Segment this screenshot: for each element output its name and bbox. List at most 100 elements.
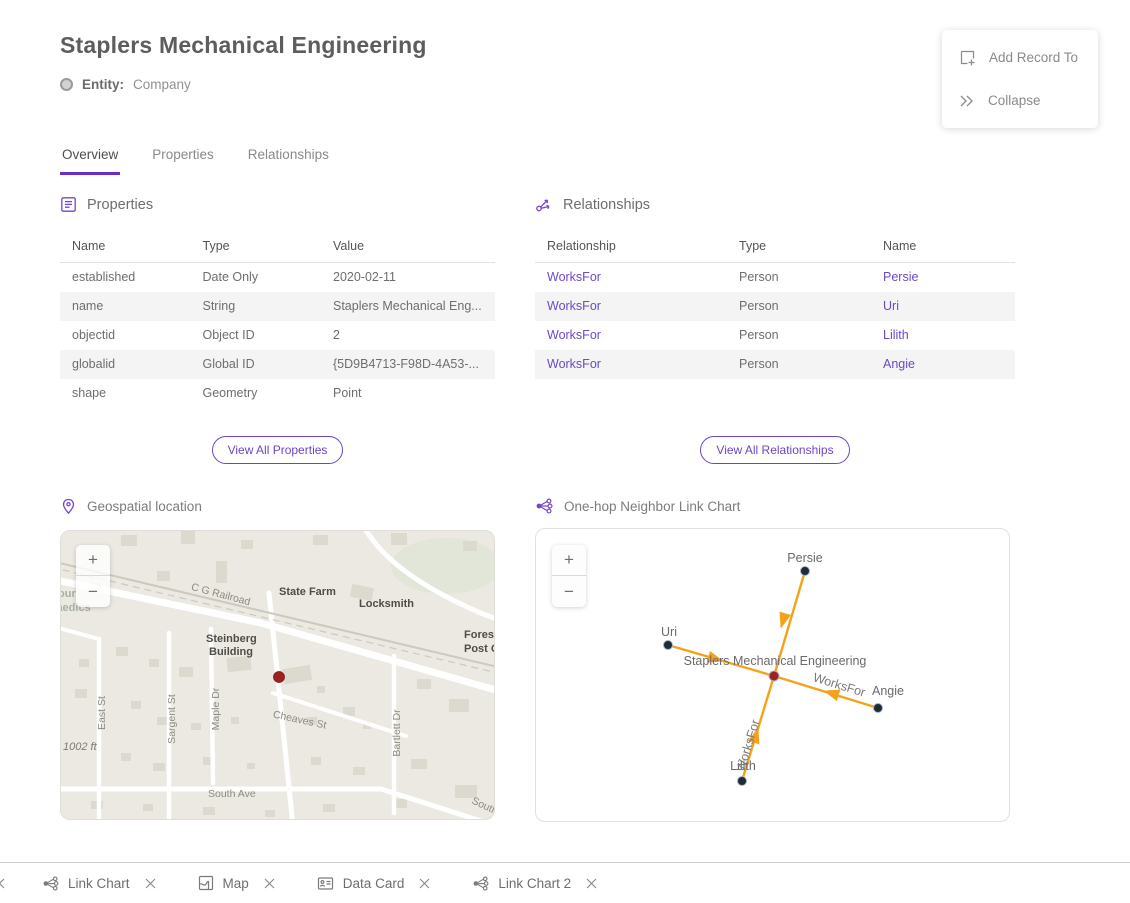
link-chart-zoom-control: + −	[552, 545, 586, 607]
view-all-relationships-button[interactable]: View All Relationships	[700, 436, 849, 464]
entity-type-value: Company	[133, 77, 191, 92]
property-type: Global ID	[191, 350, 322, 379]
table-row: WorksFor Person Persie	[535, 263, 1015, 293]
view-tab-label: Map	[223, 876, 249, 891]
zoom-in-button[interactable]: +	[76, 545, 110, 576]
node-lilith[interactable]	[738, 777, 747, 786]
geospatial-header: Geospatial location	[61, 498, 202, 515]
edge-label: WorksFor	[733, 718, 762, 774]
entity-row: Entity: Company	[60, 77, 191, 92]
relationship-link[interactable]: WorksFor	[535, 350, 727, 379]
properties-section: Properties Name Type Value established D…	[60, 196, 495, 496]
map-label: Maple Dr	[210, 687, 222, 730]
properties-table: Name Type Value established Date Only 20…	[60, 233, 495, 408]
link-chart-canvas: Persie Uri Angie Lilith Staplers Mechani…	[536, 529, 1010, 822]
table-row: established Date Only 2020-02-11	[60, 263, 495, 293]
relationships-table: Relationship Type Name WorksFor Person P…	[535, 233, 1015, 379]
context-menu: Add Record To Collapse	[942, 30, 1098, 128]
view-tab-label: Link Chart	[68, 876, 130, 891]
relationship-type: Person	[727, 263, 871, 293]
tab-properties[interactable]: Properties	[150, 145, 216, 175]
close-icon[interactable]	[145, 878, 156, 889]
view-tab-label: Link Chart 2	[498, 876, 571, 891]
view-tab-link-chart-2[interactable]: Link Chart 2	[472, 876, 597, 891]
node-angie[interactable]	[874, 704, 883, 713]
table-row: WorksFor Person Uri	[535, 292, 1015, 321]
node-label: Persie	[787, 551, 822, 565]
map-label: Post Office	[464, 643, 495, 655]
view-tab-label: Data Card	[343, 876, 405, 891]
node-label: Angie	[872, 684, 904, 698]
entity-label: Entity:	[82, 77, 124, 92]
close-icon[interactable]	[0, 876, 5, 894]
relationship-link[interactable]: WorksFor	[535, 263, 727, 293]
map-label: Locksmith	[359, 598, 414, 610]
relationship-type: Person	[727, 292, 871, 321]
view-all-properties-button[interactable]: View All Properties	[212, 436, 344, 464]
relationship-link[interactable]: WorksFor	[535, 321, 727, 350]
table-row: WorksFor Person Lilith	[535, 321, 1015, 350]
property-type: Object ID	[191, 321, 322, 350]
table-row: shape Geometry Point	[60, 379, 495, 408]
related-entity-link[interactable]: Persie	[871, 263, 1015, 293]
menu-item-label: Add Record To	[989, 50, 1078, 65]
property-value: {5D9B4713-F98D-4A53-...	[321, 350, 495, 379]
property-value: 2020-02-11	[321, 263, 495, 293]
map-label: Steinberg	[206, 633, 257, 645]
link-chart-header: One-hop Neighbor Link Chart	[535, 498, 740, 514]
map-scale-label: 1002 ft	[63, 741, 98, 753]
map-label: Bartlett Dr	[391, 709, 403, 757]
data-card-icon	[317, 876, 334, 891]
map-label: South Ave	[208, 788, 256, 800]
property-value: Staplers Mechanical Eng...	[321, 292, 495, 321]
map-view[interactable]: rbour opaedics C G Railroad State Farm L…	[60, 530, 495, 820]
view-tab-map[interactable]: Map	[198, 875, 275, 891]
related-entity-link[interactable]: Lilith	[871, 321, 1015, 350]
zoom-out-button[interactable]: −	[76, 576, 110, 607]
zoom-in-button[interactable]: +	[552, 545, 586, 576]
tab-relationships[interactable]: Relationships	[246, 145, 331, 175]
menu-item-collapse[interactable]: Collapse	[942, 79, 1098, 122]
related-entity-link[interactable]: Angie	[871, 350, 1015, 379]
column-header: Type	[191, 233, 322, 263]
node-persie[interactable]	[801, 567, 810, 576]
map-label: rbour	[61, 588, 76, 600]
close-icon[interactable]	[586, 878, 597, 889]
property-name: name	[60, 292, 191, 321]
property-name: established	[60, 263, 191, 293]
map-label: East St	[96, 696, 108, 730]
property-value: 2	[321, 321, 495, 350]
node-uri[interactable]	[664, 641, 673, 650]
column-header: Name	[871, 233, 1015, 263]
close-icon[interactable]	[419, 878, 430, 889]
relationship-link[interactable]: WorksFor	[535, 292, 727, 321]
property-name: objectid	[60, 321, 191, 350]
property-type: String	[191, 292, 322, 321]
map-pin-icon	[61, 498, 76, 515]
add-record-icon	[959, 49, 976, 66]
entity-type-dot-icon	[60, 78, 73, 91]
link-chart-icon	[472, 876, 489, 891]
table-header-row: Name Type Value	[60, 233, 495, 263]
center-node-label: Staplers Mechanical Engineering	[684, 654, 867, 668]
menu-item-add-record-to[interactable]: Add Record To	[942, 36, 1098, 79]
close-icon[interactable]	[264, 878, 275, 889]
collapse-icon	[959, 94, 975, 108]
link-chart-icon	[42, 876, 59, 891]
menu-item-label: Collapse	[988, 93, 1041, 108]
zoom-out-button[interactable]: −	[552, 576, 586, 607]
link-chart-view[interactable]: Persie Uri Angie Lilith Staplers Mechani…	[535, 528, 1010, 822]
geospatial-title: Geospatial location	[87, 499, 202, 514]
table-row: name String Staplers Mechanical Eng...	[60, 292, 495, 321]
map-location-marker[interactable]	[274, 672, 285, 683]
node-center[interactable]	[769, 671, 779, 681]
column-header: Type	[727, 233, 871, 263]
properties-title: Properties	[87, 197, 153, 213]
related-entity-link[interactable]: Uri	[871, 292, 1015, 321]
view-tab-link-chart[interactable]: Link Chart	[42, 876, 156, 891]
view-tab-data-card[interactable]: Data Card	[317, 876, 431, 891]
tab-overview[interactable]: Overview	[60, 145, 120, 175]
table-row: objectid Object ID 2	[60, 321, 495, 350]
map-label: Forest Park	[464, 629, 495, 641]
property-name: globalid	[60, 350, 191, 379]
